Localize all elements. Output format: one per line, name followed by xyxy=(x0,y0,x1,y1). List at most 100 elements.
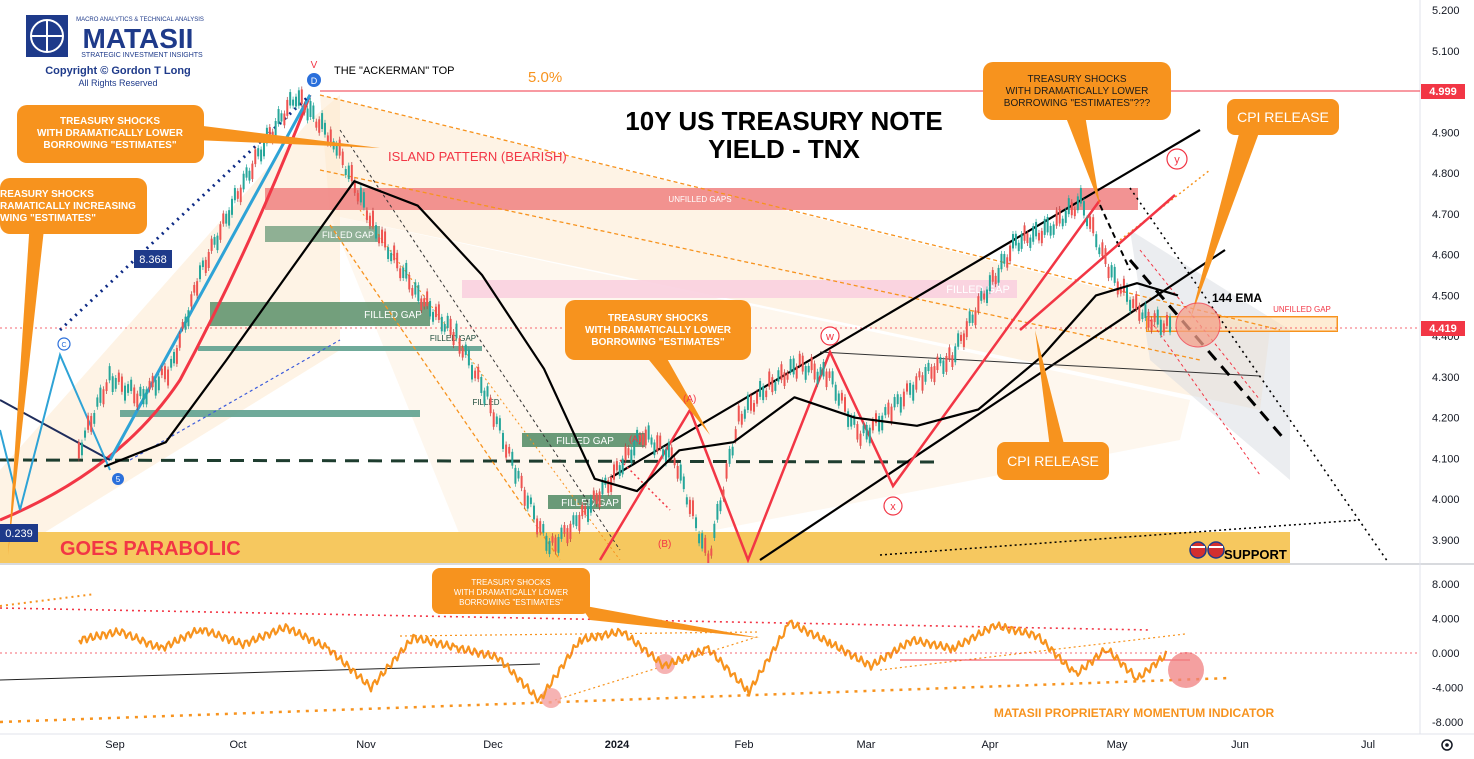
price-candle-body xyxy=(493,412,495,426)
wave-y-marker: y xyxy=(1167,149,1187,169)
price-candle-body xyxy=(756,392,758,403)
y-tick-label: 4.500 xyxy=(1432,290,1460,302)
price-candle-body xyxy=(942,360,944,374)
price-candle-body xyxy=(127,384,129,393)
price-candle-body xyxy=(719,500,721,511)
price-candle-body xyxy=(378,237,380,243)
price-candle-body xyxy=(1074,209,1076,216)
price-candle-body xyxy=(508,447,510,454)
x-tick-label: Oct xyxy=(229,739,246,751)
price-candle-body xyxy=(581,505,583,516)
price-candle-body xyxy=(292,100,294,106)
price-candle-body xyxy=(1169,317,1171,333)
price-candle-body xyxy=(820,367,822,375)
price-candle-body xyxy=(1032,226,1034,242)
price-candle-body xyxy=(563,525,565,534)
price-candle-body xyxy=(768,372,770,387)
price-candle-body xyxy=(1135,294,1137,309)
price-candle-body xyxy=(593,490,595,499)
price-candle-body xyxy=(539,521,541,532)
price-candle-body xyxy=(683,477,685,490)
wave-marker-A: (A) xyxy=(683,394,696,405)
price-candle-body xyxy=(969,311,971,323)
price-candle-body xyxy=(630,450,632,463)
price-candle-body xyxy=(692,500,694,516)
price-candle-body xyxy=(530,498,532,505)
price-candle-body xyxy=(551,536,553,543)
price-candle-body xyxy=(974,310,976,325)
price-candle-body xyxy=(112,376,114,392)
price-candle-body xyxy=(149,381,151,390)
filled-gap-pink-box xyxy=(462,280,1017,298)
wave-A-label: (A) xyxy=(683,394,696,405)
y-tick-label: 4.000 xyxy=(1432,494,1460,506)
price-candle-body xyxy=(1015,234,1017,246)
price-candle-body xyxy=(234,188,236,200)
indicator-black-line xyxy=(0,664,540,680)
price-candle-body xyxy=(656,435,658,451)
price-candle-body xyxy=(648,425,650,439)
price-candle-body xyxy=(625,446,627,460)
price-candle-body xyxy=(980,291,982,301)
price-candle-body xyxy=(668,442,670,458)
price-candle-body xyxy=(502,433,504,449)
price-candle-body xyxy=(662,449,664,456)
price-candle-body xyxy=(456,324,458,339)
price-candle-body xyxy=(619,465,621,476)
price-candle-body xyxy=(875,413,877,423)
price-candle-body xyxy=(930,367,932,379)
price-candle-body xyxy=(420,298,422,310)
price-candle-body xyxy=(1089,217,1091,229)
wave-5-marker: 5 xyxy=(112,473,124,485)
price-candle-body xyxy=(222,213,224,223)
goes-parabolic-label: GOES PARABOLIC xyxy=(60,538,241,560)
price-candle-body xyxy=(659,436,661,449)
unfilled-gaps-label: UNFILLED GAPS xyxy=(668,195,731,204)
price-candle-body xyxy=(429,301,431,316)
price-candle-body xyxy=(1006,257,1008,267)
price-candle-body xyxy=(87,416,89,430)
price-candle-body xyxy=(1047,217,1049,232)
price-candle-body xyxy=(254,149,256,164)
price-candle-body xyxy=(596,493,598,504)
price-candle-body xyxy=(146,389,148,404)
brand-name: MATASII xyxy=(83,23,194,54)
price-candle-body xyxy=(480,377,482,393)
callout-line-3: WING "ESTIMATES" xyxy=(0,213,96,224)
box-8368-label: 8.368 xyxy=(139,254,167,266)
price-candle-body xyxy=(897,394,899,404)
price-candle-body xyxy=(231,199,233,215)
price-candle-body xyxy=(750,396,752,411)
price-candle-body xyxy=(936,357,938,370)
callout-line-3: BORROWING "ESTIMATES" xyxy=(43,140,176,151)
price-candle-body xyxy=(152,376,154,387)
price-candle-body xyxy=(387,247,389,259)
price-candle-body xyxy=(856,424,858,439)
price-candle-body xyxy=(81,443,83,456)
price-candle-body xyxy=(587,507,589,522)
price-candle-body xyxy=(533,506,535,520)
price-candle-body xyxy=(164,366,166,379)
price-candle-body xyxy=(342,152,344,165)
price-candle-body xyxy=(185,317,187,330)
price-candle-body xyxy=(124,386,126,401)
price-candle-body xyxy=(1041,231,1043,243)
y-tick-label: 4.600 xyxy=(1432,250,1460,262)
price-candle-body xyxy=(216,236,218,250)
settings-gear-icon[interactable] xyxy=(1442,740,1452,750)
price-candle-body xyxy=(237,191,239,199)
price-candle-body xyxy=(808,366,810,372)
filled-gap-thin-box xyxy=(198,346,482,351)
filled-gap-b-label: FILLED GAP xyxy=(556,436,614,447)
price-candle-body xyxy=(578,515,580,531)
momentum-indicator-line xyxy=(79,621,1166,703)
price-candle-body xyxy=(998,268,1000,283)
callout-line-2: WITH DRAMATICALLY LOWER xyxy=(37,128,184,139)
price-candle-body xyxy=(680,465,682,481)
price-candle-body xyxy=(584,506,586,515)
price-candle-body xyxy=(1062,219,1064,227)
price-candle-body xyxy=(912,385,914,401)
price-candle-body xyxy=(286,100,288,116)
price-candle-body xyxy=(1092,217,1094,233)
price-candle-body xyxy=(823,362,825,377)
